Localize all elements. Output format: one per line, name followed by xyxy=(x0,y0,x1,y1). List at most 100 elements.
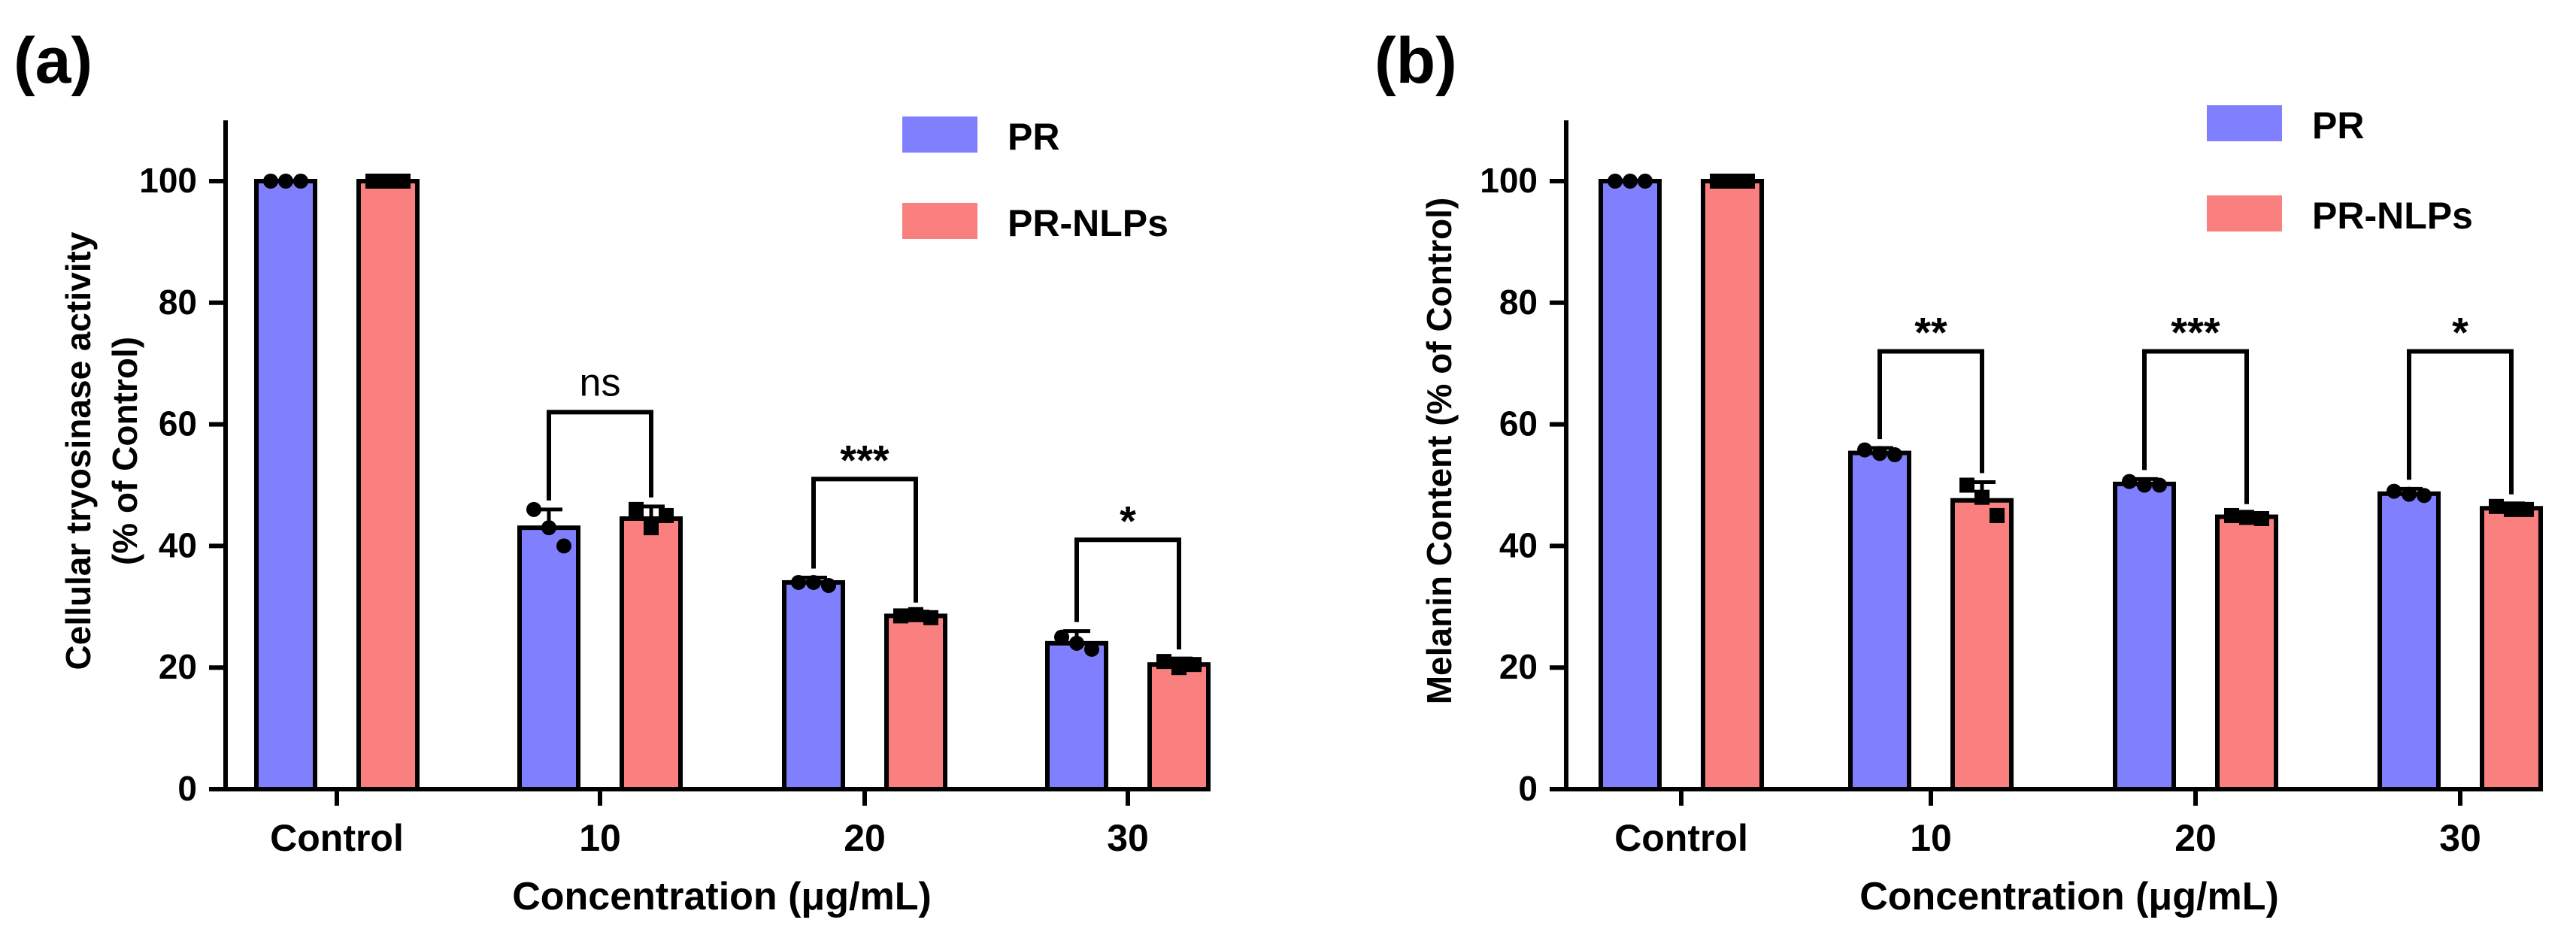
legend-label: PR-NLPs xyxy=(2312,195,2473,237)
significance-label: * xyxy=(2452,309,2468,356)
data-point xyxy=(1887,447,1902,463)
panel-label: (b) xyxy=(1374,25,1457,97)
data-point xyxy=(2224,507,2239,523)
legend-label: PR xyxy=(1008,116,1059,158)
y-tick-label: 80 xyxy=(159,283,197,322)
data-point xyxy=(1054,629,1069,645)
bar-pr-control xyxy=(254,179,317,791)
data-point xyxy=(791,574,806,590)
data-point xyxy=(893,608,908,624)
data-point xyxy=(1959,477,1974,493)
y-tick-label: 0 xyxy=(177,769,197,808)
data-point xyxy=(526,501,541,517)
y-tick-label: 40 xyxy=(1499,525,1538,564)
bar-pr-30 xyxy=(2377,491,2441,791)
x-tick-label: 30 xyxy=(2439,817,2481,859)
x-axis-title: Concentration (μg/mL) xyxy=(1859,875,2279,918)
data-point xyxy=(659,507,674,523)
y-axis-title: Cellular tryosinase activity xyxy=(59,231,98,670)
data-point xyxy=(1156,654,1171,670)
y-tick-label: 20 xyxy=(159,647,197,686)
data-point xyxy=(2137,477,2152,493)
y-tick-label: 0 xyxy=(1518,769,1538,808)
bar-pr-control xyxy=(1599,179,1662,791)
data-point xyxy=(1725,174,1740,189)
data-point xyxy=(541,520,556,536)
legend-swatch-pr xyxy=(902,116,977,153)
y-tick-label: 60 xyxy=(159,404,197,443)
data-point xyxy=(1740,174,1755,189)
significance-label: ns xyxy=(580,361,621,404)
data-point xyxy=(293,174,308,189)
significance-bracket xyxy=(2142,349,2249,504)
data-point xyxy=(395,174,411,189)
data-point xyxy=(644,520,659,536)
bar-pr-nlps-10 xyxy=(620,516,683,791)
x-tick-label: 20 xyxy=(844,817,886,859)
bar-pr-nlps-30 xyxy=(1147,662,1211,792)
y-axis-title-units: (% of Control) xyxy=(105,337,144,565)
data-point xyxy=(1974,489,1990,505)
y-axis-title: Melanin Content (% of Control) xyxy=(1420,198,1459,705)
significance-label: * xyxy=(1120,497,1136,544)
chart-panel-b: (b) 0 20 40 60 80 100 Control 10 20 30 Concentratio… xyxy=(1374,25,2543,918)
legend-swatch-pr-nlps xyxy=(2207,195,2282,231)
data-point xyxy=(2122,474,2137,489)
bar-pr-nlps-30 xyxy=(2480,506,2543,791)
legend-swatch-pr-nlps xyxy=(902,203,977,239)
legend-swatch-pr xyxy=(2207,105,2282,141)
data-point xyxy=(365,174,380,189)
data-point xyxy=(2152,477,2167,493)
legend: PR PR-NLPs xyxy=(2207,104,2473,237)
data-point xyxy=(1084,641,1099,657)
x-tick-label: 30 xyxy=(1107,817,1149,859)
data-point xyxy=(2489,498,2504,514)
x-tick-label: Control xyxy=(270,817,404,859)
x-tick-label: 10 xyxy=(1910,817,1952,859)
data-point xyxy=(1623,174,1638,189)
data-point xyxy=(556,538,571,554)
legend-label: PR xyxy=(2312,104,2364,147)
data-point xyxy=(1872,446,1887,461)
panel-label: (a) xyxy=(14,25,92,97)
significance-label: *** xyxy=(840,436,889,483)
bar-pr-20 xyxy=(782,579,845,791)
data-point xyxy=(806,574,821,590)
significance-bracket xyxy=(1074,537,1181,650)
data-point xyxy=(1638,174,1653,189)
data-point xyxy=(2239,510,2254,525)
data-point xyxy=(1710,174,1725,189)
data-point xyxy=(2519,501,2534,517)
y-tick-label: 80 xyxy=(1499,283,1538,322)
data-point xyxy=(278,174,293,189)
data-point xyxy=(1608,174,1623,189)
bar-pr-nlps-control xyxy=(356,179,420,791)
data-point xyxy=(923,610,938,625)
bar-pr-10 xyxy=(1848,450,1911,791)
chart-panel-a: (a) 0 20 40 60 80 100 Control 10 20 30 Concentratio… xyxy=(14,25,1211,918)
y-tick-label: 40 xyxy=(159,525,197,564)
data-point xyxy=(629,501,644,517)
data-point xyxy=(908,607,923,622)
data-point xyxy=(2504,501,2519,517)
data-point xyxy=(263,174,278,189)
y-tick-label: 60 xyxy=(1499,404,1538,443)
bar-pr-nlps-20 xyxy=(2215,514,2278,791)
bar-pr-10 xyxy=(517,525,580,791)
significance-bracket xyxy=(811,477,918,603)
significance-bracket xyxy=(1877,349,1984,474)
data-point xyxy=(821,577,836,593)
bar-pr-20 xyxy=(2113,481,2176,792)
bar-pr-nlps-20 xyxy=(884,613,947,791)
data-point xyxy=(2254,510,2269,526)
y-tick-label: 100 xyxy=(139,161,197,200)
data-point xyxy=(1171,660,1186,676)
y-tick-label: 100 xyxy=(1480,161,1538,200)
bar-pr-nlps-10 xyxy=(1950,498,2014,791)
legend: PR PR-NLPs xyxy=(902,116,1168,244)
data-point xyxy=(2417,488,2432,504)
significance-bracket xyxy=(2407,349,2514,495)
data-point xyxy=(1990,507,2005,523)
